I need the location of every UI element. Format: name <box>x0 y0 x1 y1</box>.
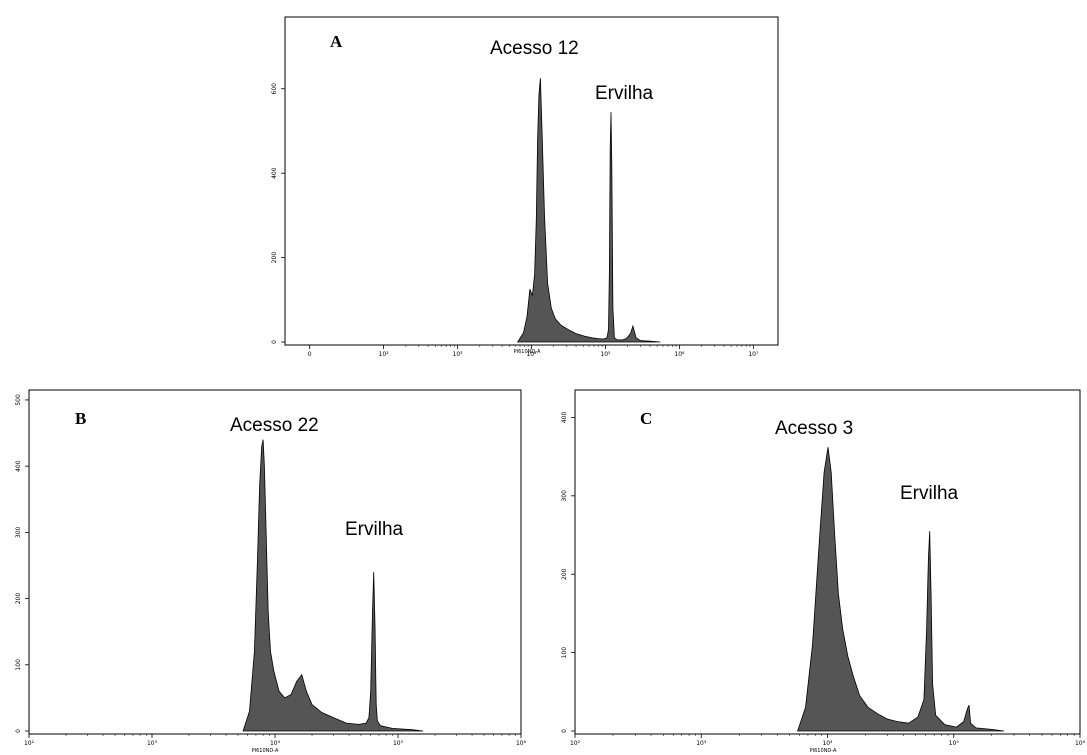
chart-panel-a: 0 10² 10³ 10⁴ 10⁵ 10⁶ 10⁷ 0 200 400 600 A Acesso … <box>271 16 779 358</box>
chart-panel-b: 10² 10³ 10⁴ 10⁵ 10⁶ 0 100 200 300 400 500 B Acess… <box>15 389 527 754</box>
x-ticks-a: 0 10² 10³ 10⁴ 10⁵ 10⁶ 10⁷ <box>308 345 759 358</box>
y-tick-label: 400 <box>271 167 278 179</box>
panel-letter-a: A <box>330 32 343 51</box>
y-tick-label: 300 <box>15 526 22 538</box>
peak-label-acesso-22: Acesso 22 <box>230 415 319 436</box>
histogram-area-c <box>797 447 1005 732</box>
x-tick-label: 10⁶ <box>674 351 685 358</box>
x-tick-label: 0 <box>308 351 312 358</box>
x-tick-label: 10⁵ <box>393 740 404 747</box>
peak-label-ervilha-a: Ervilha <box>595 83 654 104</box>
y-tick-label: 500 <box>15 394 22 406</box>
y-tick-label: 100 <box>561 647 568 659</box>
x-tick-label: 10⁶ <box>516 740 527 747</box>
panel-letter-b: B <box>75 409 86 428</box>
x-axis-label-a: PI610ND-A <box>514 349 541 355</box>
y-tick-label: 0 <box>15 729 22 733</box>
plot-frame-a <box>284 16 779 346</box>
y-ticks-c: 0 100 200 300 400 <box>561 412 575 733</box>
y-tick-label: 200 <box>15 593 22 605</box>
x-ticks-b: 10² 10³ 10⁴ 10⁵ 10⁶ <box>24 734 527 747</box>
x-axis-label-c: PI610ND-A <box>810 748 837 754</box>
y-tick-label: 600 <box>271 83 278 95</box>
x-tick-label: 10³ <box>453 351 464 358</box>
x-tick-label: 10⁶ <box>1075 740 1086 747</box>
x-tick-label: 10² <box>570 740 581 747</box>
y-tick-label: 400 <box>561 412 568 424</box>
x-tick-label: 10⁴ <box>270 740 281 747</box>
y-tick-label: 0 <box>271 340 278 344</box>
y-tick-label: 200 <box>561 568 568 580</box>
y-tick-label: 100 <box>15 659 22 671</box>
peak-label-acesso-3: Acesso 3 <box>775 418 853 439</box>
histogram-area-a <box>516 78 661 343</box>
x-tick-label: 10³ <box>147 740 158 747</box>
peak-label-ervilha-b: Ervilha <box>345 519 404 540</box>
y-ticks-b: 0 100 200 300 400 500 <box>15 394 29 733</box>
peak-label-ervilha-c: Ervilha <box>900 483 959 504</box>
x-tick-label: 10³ <box>696 740 707 747</box>
x-tick-label: 10² <box>379 351 390 358</box>
x-tick-label: 10⁵ <box>949 740 960 747</box>
x-tick-label: 10⁵ <box>600 351 611 358</box>
y-tick-label: 0 <box>561 729 568 733</box>
x-tick-label: 10⁷ <box>748 351 759 358</box>
panel-letter-c: C <box>640 409 652 428</box>
y-tick-label: 200 <box>271 252 278 264</box>
y-tick-label: 400 <box>15 460 22 472</box>
x-ticks-c: 10² 10³ 10⁴ 10⁵ 10⁶ <box>570 734 1086 747</box>
histogram-area-b <box>242 439 424 732</box>
y-tick-label: 300 <box>561 490 568 502</box>
chart-panel-c: 10² 10³ 10⁴ 10⁵ 10⁶ 0 100 200 300 400 C Acesso 3… <box>561 389 1086 754</box>
x-tick-label: 10⁴ <box>526 351 537 358</box>
y-ticks-a: 0 200 400 600 <box>271 83 285 344</box>
x-axis-label-b: PI610ND-A <box>252 748 279 754</box>
peak-label-acesso-12: Acesso 12 <box>490 38 579 59</box>
x-tick-label: 10⁴ <box>822 740 833 747</box>
x-tick-label: 10² <box>24 740 35 747</box>
